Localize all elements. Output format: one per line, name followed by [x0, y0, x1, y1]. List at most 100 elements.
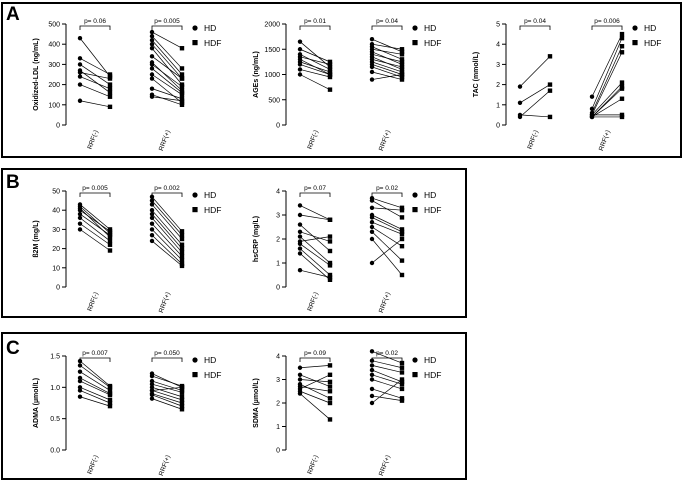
pair-line: [151, 68, 183, 93]
hdf-point: [399, 396, 405, 401]
hdf-point: [327, 72, 333, 77]
legend-hd-label: HD: [424, 190, 436, 200]
y-tick-label: 1000: [264, 72, 280, 79]
hdf-point: [179, 263, 185, 269]
hdf-point: [107, 400, 113, 406]
hd-point: [297, 251, 303, 256]
significance-bracket: [299, 192, 331, 197]
significance-bracket: [591, 25, 623, 30]
x-group-label: RRF(-): [527, 129, 540, 150]
pair-line: [371, 379, 403, 390]
hdf-point: [179, 102, 185, 107]
pair-line: [151, 393, 183, 404]
pair-line: [299, 205, 331, 221]
hdf-point: [399, 382, 405, 387]
hd-point: [369, 69, 375, 75]
b2m-chart: 0 10 20 30 40 50 ß2M (mg/L) RRF(-) p= 0.005 RRF(+…: [33, 185, 221, 314]
legend-hdf-marker: [412, 372, 418, 378]
pair-line: [151, 48, 183, 85]
hd-point: [149, 66, 155, 71]
hd-point: [369, 236, 375, 242]
legend-hd-marker: [412, 25, 418, 31]
hdf-point: [399, 386, 405, 392]
hd-point: [77, 74, 83, 79]
panel-b-letter: B: [6, 172, 20, 193]
pair-line: [299, 374, 331, 390]
legend-hdf-marker: [412, 207, 418, 213]
hd-point: [369, 363, 375, 368]
x-group-label: RRF(-): [87, 454, 100, 475]
hd-point: [297, 203, 303, 208]
hd-point: [149, 396, 155, 401]
pair-line: [371, 48, 403, 55]
hd-point: [149, 208, 155, 213]
y-tick-label: 1500: [264, 47, 280, 54]
pair-line: [79, 396, 111, 407]
legend-hd-label: HD: [644, 23, 656, 33]
pair-line: [299, 248, 331, 276]
hd-point: [297, 212, 303, 218]
hd-point: [77, 208, 83, 213]
hd-point: [297, 391, 303, 396]
y-tick-label: 3: [496, 62, 500, 69]
pair-line: [79, 377, 111, 394]
hd-point: [517, 112, 523, 118]
pair-line: [371, 238, 403, 264]
hd-point: [149, 215, 155, 221]
pair-line: [79, 70, 111, 93]
hd-point: [77, 35, 83, 41]
pair-line: [151, 380, 183, 391]
hd-point: [589, 94, 595, 99]
pair-line: [79, 387, 111, 401]
pair-line: [591, 33, 623, 97]
hdf-point: [107, 242, 113, 247]
tac-chart: 0 1 2 3 4 5 TAC (mmol/L) RRF(-) p= 0.04 RRF(+) p= …: [473, 18, 661, 152]
x-group-label: RRF(+): [378, 454, 392, 477]
pair-line: [151, 386, 183, 391]
y-tick-label: 5: [496, 22, 500, 29]
hd-point: [369, 260, 375, 266]
hdf-point: [327, 384, 333, 389]
pair-line: [371, 74, 403, 80]
significance-bracket: [151, 25, 183, 30]
pair-line: [151, 213, 183, 249]
hd-point: [77, 82, 83, 87]
legend-hd-marker: [412, 192, 418, 198]
p-value-label: p= 0.07: [304, 185, 326, 192]
pair-line: [519, 114, 551, 118]
hdf-point: [179, 400, 185, 406]
pair-line: [591, 98, 623, 118]
hd-point: [297, 241, 303, 246]
legend-hdf-marker: [192, 372, 198, 378]
pair-line: [371, 53, 403, 63]
legend-hdf-label: HDF: [424, 370, 441, 380]
pair-line: [371, 221, 403, 235]
hdf-point: [179, 250, 185, 255]
hd-point: [149, 86, 155, 91]
y-tick-label: 4: [276, 189, 280, 196]
pair-line: [299, 56, 331, 65]
hd-point: [517, 84, 523, 89]
y-tick-label: 4: [496, 42, 500, 49]
hdf-point: [179, 76, 185, 81]
hd-point: [369, 372, 375, 377]
pair-line: [151, 96, 183, 102]
y-tick-label: 500: [48, 22, 60, 29]
hdf-point: [619, 50, 625, 55]
legend-hdf-marker: [192, 40, 198, 46]
y-axis-label: AGEs (ng/mL): [253, 51, 260, 98]
sdma-chart: 0 1 2 3 4 SDMA (µmol/L) RRF(-) p= 0.09 RRF(+) p= …: [253, 349, 441, 477]
significance-bracket: [299, 25, 331, 30]
pair-line: [79, 37, 111, 77]
y-axis-label: Oxidized-LDL (ng/mL): [33, 38, 40, 111]
hdf-point: [399, 47, 405, 52]
hdf-point: [327, 400, 333, 406]
pair-line: [151, 386, 183, 398]
hd-point: [369, 77, 375, 82]
x-group-label: RRF(-): [307, 454, 320, 475]
hdf-point: [179, 385, 185, 390]
hd-point: [297, 365, 303, 370]
hdf-point: [399, 59, 405, 65]
hd-point: [77, 369, 83, 374]
y-tick-label: 4: [276, 354, 280, 361]
